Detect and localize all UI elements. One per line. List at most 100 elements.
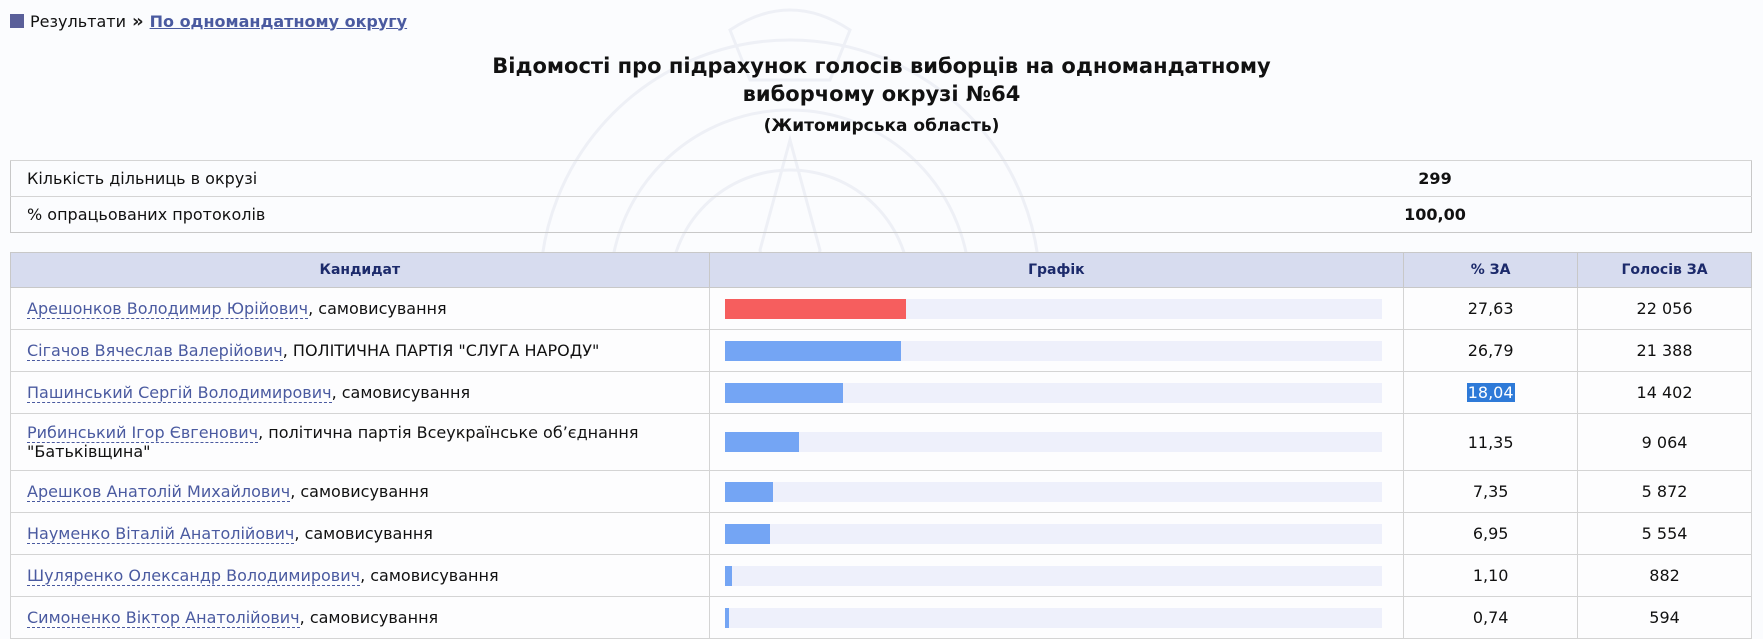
graph-cell xyxy=(708,554,1405,597)
percent-cell: 26,79 xyxy=(1403,329,1579,372)
vote-share-bar xyxy=(724,382,844,403)
votes-value: 5 554 xyxy=(1641,524,1688,543)
votes-value: 14 402 xyxy=(1636,383,1693,402)
table-row: Рибинський Ігор Євгенович, політична пар… xyxy=(10,413,1752,471)
percent-cell: 7,35 xyxy=(1403,470,1579,513)
candidate-cell: Симоненко Віктор Анатолійович, самовисув… xyxy=(10,596,710,639)
candidate-link[interactable]: Арешонков Володимир Юрійович xyxy=(27,299,309,319)
graph-cell xyxy=(708,470,1405,513)
bar-track xyxy=(724,382,1382,403)
candidate-cell: Арешков Анатолій Михайлович, самовисуван… xyxy=(10,470,710,513)
graph-cell xyxy=(708,329,1405,372)
summary-value: 100,00 xyxy=(995,196,1752,233)
breadcrumb-current-link[interactable]: По одномандатному округу xyxy=(149,11,408,31)
graph-cell xyxy=(708,371,1405,414)
bar-track xyxy=(724,340,1382,361)
vote-share-bar xyxy=(724,432,800,452)
percent-cell: 6,95 xyxy=(1403,512,1579,555)
candidate-link[interactable]: Сігачов Вячеслав Валерійович xyxy=(27,341,283,361)
candidate-party: , політична партія Всеукраїнське об’єдна… xyxy=(27,423,639,461)
graph-cell xyxy=(708,512,1405,555)
votes-cell: 14 402 xyxy=(1577,371,1752,414)
candidate-party: , самовисування xyxy=(294,524,433,543)
votes-cell: 9 064 xyxy=(1577,413,1752,471)
candidate-link[interactable]: Науменко Віталій Анатолійович xyxy=(27,524,295,544)
candidate-cell: Арешонков Володимир Юрійович, самовисува… xyxy=(10,287,710,330)
summary-label: Кількість дільниць в окрузі xyxy=(10,160,995,197)
bar-track xyxy=(724,481,1382,502)
table-row: Симоненко Віктор Анатолійович, самовисув… xyxy=(10,596,1752,639)
percent-value: 0,74 xyxy=(1472,608,1509,627)
candidate-cell: Рибинський Ігор Євгенович, політична пар… xyxy=(10,413,710,471)
results-header-row: Кандидат Графік % ЗА Голосів ЗА xyxy=(10,252,1752,288)
candidate-link[interactable]: Пашинський Сергій Володимирович xyxy=(27,383,332,403)
candidate-cell: Науменко Віталій Анатолійович, самовисув… xyxy=(10,512,710,555)
header-percent: % ЗА xyxy=(1403,252,1579,288)
candidate-party: , самовисування xyxy=(308,299,447,318)
votes-value: 5 872 xyxy=(1641,482,1688,501)
summary-table: Кількість дільниць в окрузі 299 % опраць… xyxy=(10,160,1752,233)
percent-value: 11,35 xyxy=(1467,432,1514,452)
percent-cell: 11,35 xyxy=(1403,413,1579,471)
candidate-link[interactable]: Шуляренко Олександр Володимирович xyxy=(27,566,361,586)
candidate-party: , самовисування xyxy=(290,482,429,501)
candidate-party: , самовисування xyxy=(360,566,499,585)
table-row: Арешков Анатолій Михайлович, самовисуван… xyxy=(10,470,1752,513)
table-row: Науменко Віталій Анатолійович, самовисув… xyxy=(10,512,1752,555)
vote-share-bar xyxy=(724,565,732,586)
summary-value: 299 xyxy=(995,160,1752,197)
page-title: Відомості про підрахунок голосів виборці… xyxy=(0,52,1763,108)
votes-value: 882 xyxy=(1649,566,1680,585)
page-title-line1: Відомості про підрахунок голосів виборці… xyxy=(492,54,1271,78)
bar-track xyxy=(724,523,1382,544)
votes-cell: 22 056 xyxy=(1577,287,1752,330)
candidate-cell: Шуляренко Олександр Володимирович, самов… xyxy=(10,554,710,597)
votes-cell: 882 xyxy=(1577,554,1752,597)
votes-cell: 5 872 xyxy=(1577,470,1752,513)
candidate-link[interactable]: Арешков Анатолій Михайлович xyxy=(27,482,291,502)
page-title-line2: виборчому окрузі №64 xyxy=(742,82,1021,106)
percent-value: 7,35 xyxy=(1472,482,1509,501)
candidate-party: , ПОЛІТИЧНА ПАРТІЯ "СЛУГА НАРОДУ" xyxy=(282,341,600,360)
header-candidate: Кандидат xyxy=(10,252,710,288)
percent-value: 18,04 xyxy=(1466,383,1515,402)
results-table: Кандидат Графік % ЗА Голосів ЗА Арешонко… xyxy=(10,252,1752,639)
table-row: Сігачов Вячеслав Валерійович, ПОЛІТИЧНА … xyxy=(10,329,1752,372)
bar-track xyxy=(724,432,1382,452)
bar-track xyxy=(724,298,1382,319)
breadcrumb-root[interactable]: Результати xyxy=(30,11,126,31)
vote-share-bar xyxy=(724,340,901,361)
graph-cell xyxy=(708,287,1405,330)
candidate-link[interactable]: Рибинський Ігор Євгенович xyxy=(27,423,259,443)
votes-cell: 5 554 xyxy=(1577,512,1752,555)
bar-track xyxy=(724,565,1382,586)
region-subtitle: (Житомирська область) xyxy=(763,116,1000,136)
percent-cell: 27,63 xyxy=(1403,287,1579,330)
votes-value: 22 056 xyxy=(1636,299,1693,318)
candidate-party: , самовисування xyxy=(299,608,439,627)
percent-cell: 18,04 xyxy=(1403,371,1579,414)
header-graph: Графік xyxy=(708,252,1405,288)
summary-row: Кількість дільниць в окрузі 299 xyxy=(10,160,1752,197)
candidate-link[interactable]: Симоненко Віктор Анатолійович xyxy=(27,608,300,628)
summary-row: % опрацьованих протоколів 100,00 xyxy=(10,196,1752,233)
summary-label: % опрацьованих протоколів xyxy=(10,196,995,233)
votes-value: 594 xyxy=(1649,608,1680,627)
percent-value: 1,10 xyxy=(1472,566,1509,585)
votes-cell: 594 xyxy=(1577,596,1752,639)
square-icon xyxy=(10,14,24,28)
percent-value: 27,63 xyxy=(1467,299,1514,318)
percent-cell: 0,74 xyxy=(1403,596,1579,639)
table-row: Шуляренко Олександр Володимирович, самов… xyxy=(10,554,1752,597)
double-chevron-right-icon: » xyxy=(131,10,144,32)
table-row: Пашинський Сергій Володимирович, самовис… xyxy=(10,371,1752,414)
candidate-party: , самовисування xyxy=(331,383,471,402)
vote-share-bar xyxy=(724,523,771,544)
graph-cell xyxy=(708,413,1405,471)
votes-value: 9 064 xyxy=(1641,432,1688,452)
vote-share-bar xyxy=(724,298,907,319)
percent-value: 26,79 xyxy=(1467,341,1514,360)
vote-share-bar xyxy=(724,481,773,502)
candidate-cell: Пашинський Сергій Володимирович, самовис… xyxy=(10,371,710,414)
votes-cell: 21 388 xyxy=(1577,329,1752,372)
